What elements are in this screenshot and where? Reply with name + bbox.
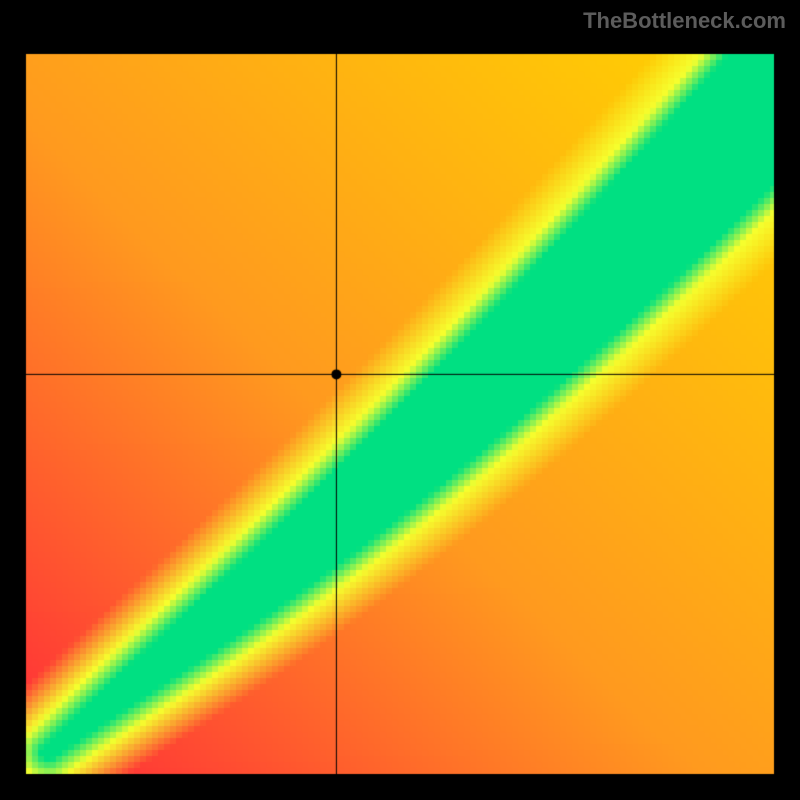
- heatmap-canvas: [0, 0, 800, 800]
- watermark-text: TheBottleneck.com: [583, 8, 786, 34]
- root: TheBottleneck.com: [0, 0, 800, 800]
